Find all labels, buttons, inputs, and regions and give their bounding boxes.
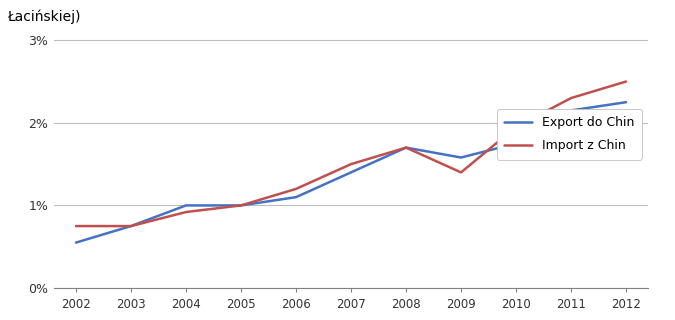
Export do Chin <box>182 204 190 207</box>
Import z Chin <box>347 162 355 166</box>
Line: Import z Chin: Import z Chin <box>76 82 626 226</box>
Export do Chin <box>292 195 300 199</box>
Import z Chin <box>127 224 135 228</box>
Import z Chin <box>457 171 465 174</box>
Import z Chin <box>567 96 575 100</box>
Export do Chin <box>237 204 245 207</box>
Export do Chin <box>402 146 410 149</box>
Export do Chin <box>512 141 520 145</box>
Line: Export do Chin: Export do Chin <box>76 102 626 243</box>
Import z Chin <box>237 204 245 207</box>
Import z Chin <box>72 224 80 228</box>
Export do Chin <box>127 224 135 228</box>
Import z Chin <box>402 146 410 149</box>
Export do Chin <box>567 108 575 112</box>
Import z Chin <box>292 187 300 191</box>
Export do Chin <box>622 100 630 104</box>
Export do Chin <box>457 156 465 159</box>
Import z Chin <box>512 125 520 129</box>
Import z Chin <box>182 210 190 214</box>
Text: Łacińskiej): Łacińskiej) <box>7 10 80 24</box>
Export do Chin <box>347 171 355 174</box>
Export do Chin <box>72 241 80 244</box>
Legend: Export do Chin, Import z Chin: Export do Chin, Import z Chin <box>497 109 642 160</box>
Import z Chin <box>622 80 630 84</box>
